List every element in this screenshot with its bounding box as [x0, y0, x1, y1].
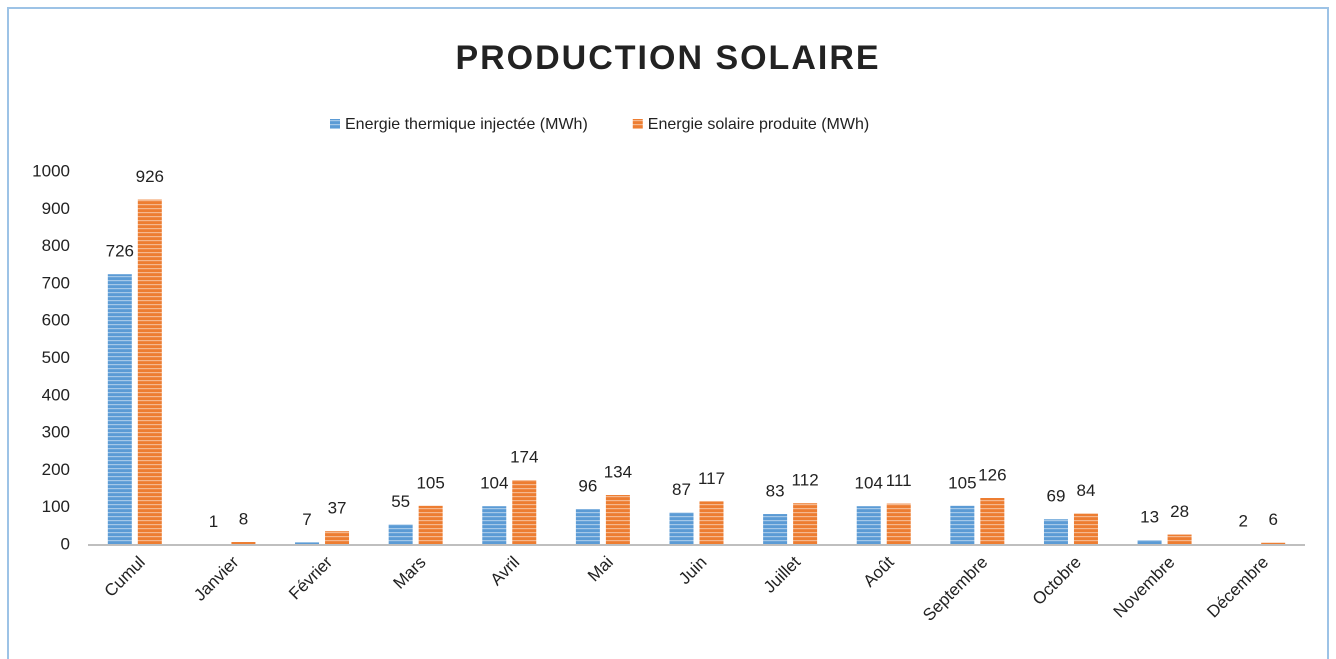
- data-label: 69: [1047, 487, 1066, 506]
- bar: [512, 480, 537, 545]
- chart-title: PRODUCTION SOLAIRE: [455, 39, 880, 77]
- data-label: 83: [766, 482, 785, 501]
- data-label: 7: [302, 510, 311, 529]
- data-label: 126: [978, 465, 1006, 484]
- data-label: 84: [1077, 481, 1096, 500]
- bar: [950, 505, 975, 545]
- bar: [669, 512, 694, 545]
- bar: [699, 501, 724, 545]
- data-label: 87: [672, 480, 691, 499]
- y-tick-label: 500: [42, 348, 70, 367]
- data-label: 926: [136, 167, 164, 186]
- data-label: 2: [1238, 512, 1247, 531]
- data-label: 726: [106, 242, 134, 261]
- data-label: 174: [510, 448, 538, 467]
- bar: [1167, 534, 1192, 545]
- bar: [886, 503, 911, 545]
- bar: [1043, 519, 1068, 545]
- data-label: 1: [209, 512, 218, 531]
- data-label: 104: [480, 474, 508, 493]
- y-tick-label: 1000: [32, 161, 70, 180]
- legend-swatch: [632, 119, 643, 129]
- bar: [575, 509, 600, 545]
- data-label: 112: [792, 471, 819, 490]
- bar: [295, 542, 320, 545]
- data-label: 96: [578, 477, 597, 496]
- bar: [137, 199, 162, 546]
- data-label: 111: [886, 471, 912, 490]
- bar: [605, 495, 630, 545]
- bar: [418, 505, 443, 545]
- data-label: 117: [698, 469, 725, 488]
- y-tick-label: 200: [42, 460, 70, 479]
- bar: [107, 274, 132, 545]
- bar: [856, 506, 881, 545]
- y-tick-label: 100: [42, 497, 70, 516]
- bar: [763, 514, 788, 545]
- data-label: 6: [1268, 510, 1277, 529]
- y-tick-label: 700: [42, 273, 70, 292]
- bar: [482, 506, 507, 545]
- bar: [793, 503, 818, 545]
- data-label: 8: [239, 510, 248, 529]
- bar: [980, 498, 1005, 545]
- chart-border: [7, 7, 1329, 659]
- bar: [1073, 513, 1098, 545]
- y-tick-label: 600: [42, 311, 70, 330]
- bar: [1137, 540, 1162, 545]
- data-label: 105: [948, 473, 976, 492]
- data-label: 55: [391, 492, 410, 511]
- y-tick-label: 900: [42, 199, 70, 218]
- data-label: 37: [328, 499, 347, 518]
- data-label: 134: [604, 463, 632, 482]
- data-label: 104: [855, 474, 883, 493]
- y-tick-label: 400: [42, 385, 70, 404]
- y-tick-label: 300: [42, 423, 70, 442]
- legend-label: Energie solaire produite (MWh): [648, 116, 869, 133]
- data-label: 28: [1170, 502, 1189, 521]
- bar: [388, 524, 413, 545]
- y-tick-label: 0: [61, 534, 70, 553]
- legend-label: Energie thermique injectée (MWh): [345, 116, 588, 133]
- bar: [231, 542, 256, 545]
- y-tick-label: 800: [42, 236, 70, 255]
- data-label: 13: [1140, 508, 1159, 527]
- bar: [325, 531, 350, 545]
- data-label: 105: [416, 473, 444, 492]
- bar: [1261, 542, 1286, 545]
- legend-swatch: [330, 119, 340, 129]
